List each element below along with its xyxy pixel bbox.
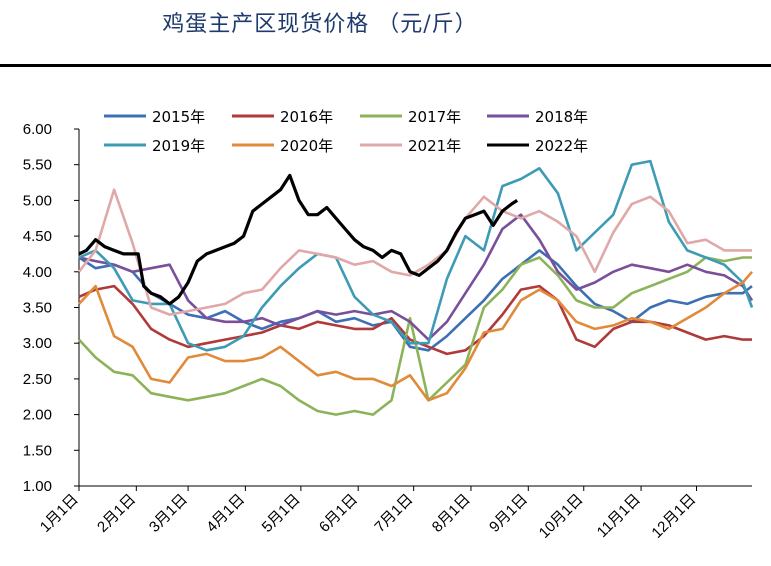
x-tick-label: 4月1日 bbox=[203, 491, 248, 536]
series-line-2022 bbox=[78, 173, 519, 306]
legend-label: 2021年 bbox=[408, 137, 461, 155]
y-tick-label: 4.50 bbox=[23, 228, 52, 245]
legend-label: 2018年 bbox=[535, 108, 588, 126]
x-tick-label: 11月1日 bbox=[594, 491, 644, 541]
series-lines bbox=[77, 159, 754, 416]
x-tick-label: 9月1日 bbox=[486, 491, 531, 536]
y-tick-label: 2.50 bbox=[23, 371, 52, 388]
series-line-2020 bbox=[78, 270, 753, 402]
y-tick-label: 3.50 bbox=[23, 300, 52, 317]
x-tick-label: 3月1日 bbox=[146, 491, 191, 536]
series-line-2015 bbox=[78, 249, 753, 352]
y-tick-label: 2.00 bbox=[23, 407, 52, 424]
legend-label: 2016年 bbox=[280, 108, 333, 126]
x-tick-label: 8月1日 bbox=[429, 491, 474, 536]
legend-label: 2015年 bbox=[152, 108, 205, 126]
x-tick-label: 5月1日 bbox=[259, 491, 304, 536]
x-tick-label: 10月1日 bbox=[536, 491, 587, 542]
chart-title: 鸡蛋主产区现货价格 （元/斤） bbox=[162, 12, 478, 37]
y-tick-label: 1.50 bbox=[23, 442, 52, 459]
series-line-2021 bbox=[77, 188, 752, 316]
legend-label: 2019年 bbox=[152, 137, 205, 155]
x-tick-label: 12月1日 bbox=[648, 491, 699, 542]
legend-label: 2022年 bbox=[535, 137, 588, 155]
title-underline bbox=[0, 64, 771, 67]
y-tick-label: 6.00 bbox=[23, 121, 52, 138]
series-line-2018 bbox=[78, 213, 754, 341]
series-line-2017 bbox=[78, 256, 752, 416]
y-tick-label: 3.00 bbox=[23, 335, 52, 352]
legend-label: 2020年 bbox=[280, 137, 333, 155]
x-tick-label: 6月1日 bbox=[316, 491, 361, 536]
y-tick-label: 4.00 bbox=[23, 264, 52, 281]
x-axis-ticks: 1月1日 2月1日 3月1日 4月1日 5月1日 6月1日 7月1日 8月1日 9月1日 10月1… bbox=[37, 486, 699, 542]
legend-label: 2017年 bbox=[408, 108, 461, 126]
y-tick-label: 5.50 bbox=[23, 157, 52, 174]
y-tick-label: 1.00 bbox=[23, 478, 52, 495]
x-tick-label: 2月1日 bbox=[94, 491, 139, 536]
series-line-2019 bbox=[78, 159, 754, 352]
x-tick-label: 7月1日 bbox=[371, 491, 416, 536]
y-axis-ticks: 1.00 1.50 2.00 2.50 3.00 3.50 4.00 4.50 5.00 5.50… bbox=[23, 121, 79, 495]
y-tick-label: 5.00 bbox=[23, 192, 52, 209]
x-tick-label: 1月1日 bbox=[37, 491, 82, 536]
legend: 2015年 2016年 2017年 2018年 2019年 2020年 2021年 2022年 bbox=[104, 108, 588, 155]
